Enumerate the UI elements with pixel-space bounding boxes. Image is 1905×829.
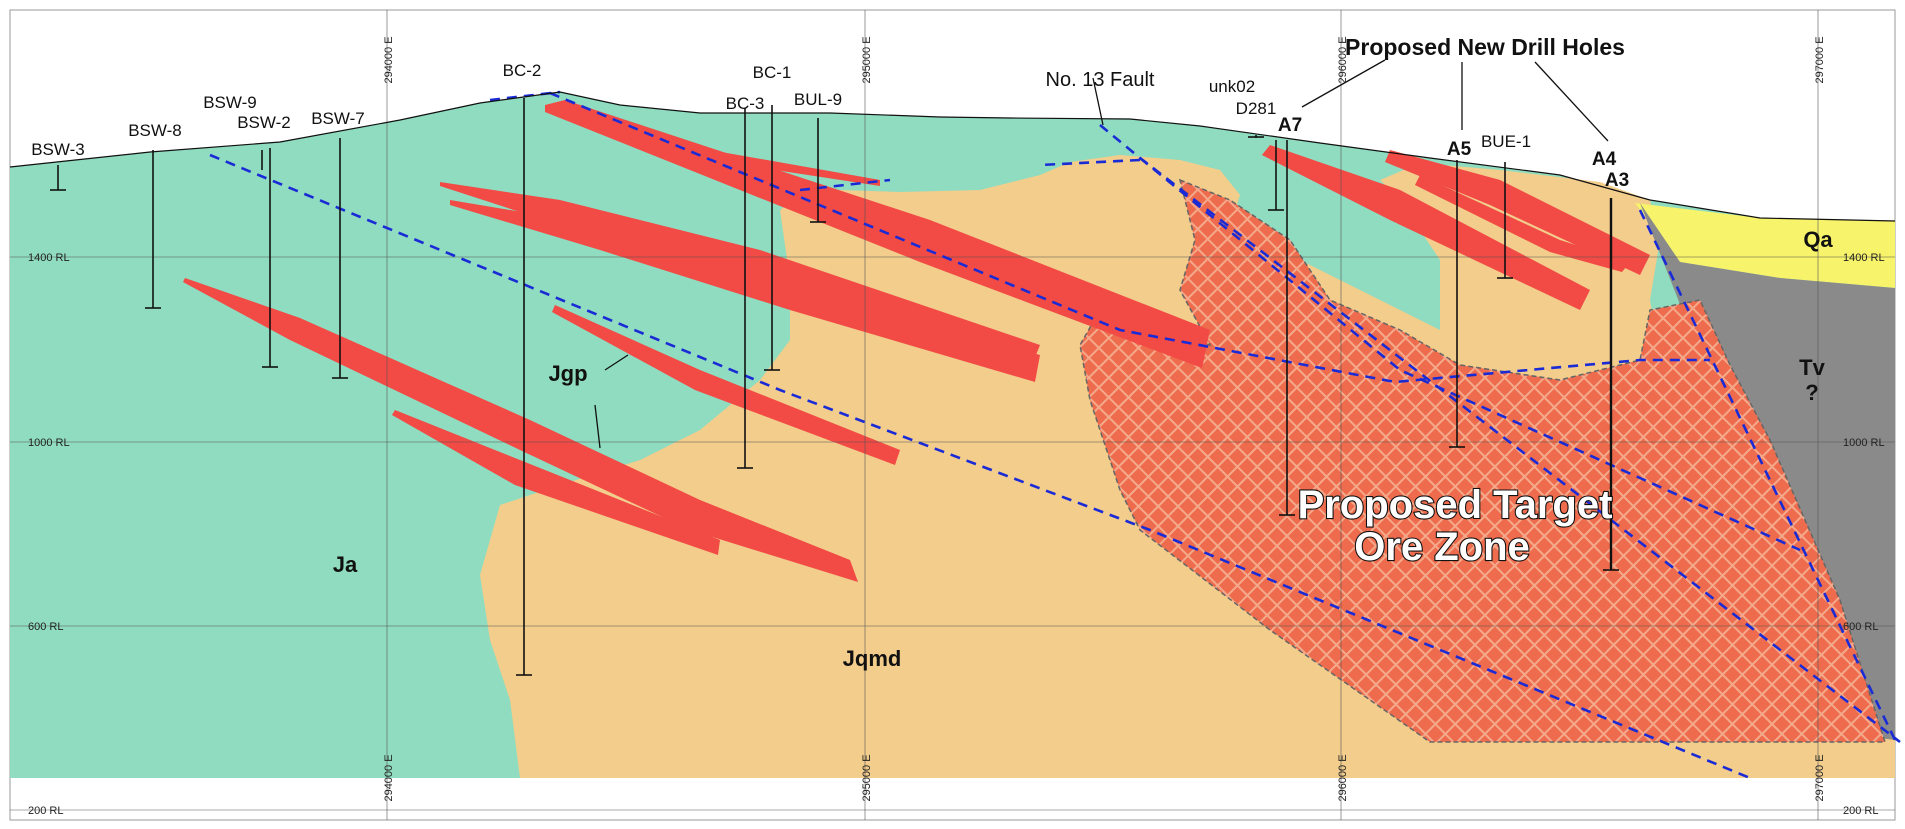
ore-vein-lower-a xyxy=(183,278,858,582)
elevation-label-600-left: 600 RL xyxy=(28,621,63,633)
elevation-label-1000-right: 1000 RL xyxy=(1843,437,1885,449)
hole-label-bul9: BUL-9 xyxy=(794,90,842,109)
easting-label-295000-bottom: 295000 E xyxy=(861,754,873,801)
elevation-label-200-right: 200 RL xyxy=(1843,805,1878,817)
ore-vein-upper-long xyxy=(545,100,1210,368)
fault-line-1 xyxy=(209,153,1751,780)
hole-label-bc3: BC-3 xyxy=(726,94,765,113)
elevation-label-1400-right: 1400 RL xyxy=(1843,252,1885,264)
easting-label-297000-bottom: 297000 E xyxy=(1814,754,1826,801)
unit-label-tv: Tv xyxy=(1799,355,1825,380)
ore-vein-jgp xyxy=(552,305,900,465)
easting-label-297000-top: 297000 E xyxy=(1814,36,1826,83)
ore-vein-a5-b xyxy=(1415,175,1630,272)
easting-label-294000-top: 294000 E xyxy=(383,36,395,83)
ore-vein-a7 xyxy=(1262,145,1590,310)
fault-line-4 xyxy=(1638,209,1897,741)
hole-label-d281: D281 xyxy=(1236,99,1277,118)
hole-label-unk02: unk02 xyxy=(1209,77,1255,96)
hole-label-bsw7: BSW-7 xyxy=(311,109,365,128)
fault-line-5 xyxy=(1099,123,1901,744)
elevation-label-1000-left: 1000 RL xyxy=(28,437,70,449)
proposed-new-drill-holes-title: Proposed New Drill Holes xyxy=(1345,34,1625,60)
topography-line xyxy=(9,91,1896,222)
easting-label-296000-bottom: 296000 E xyxy=(1337,754,1349,801)
elevation-gridlines xyxy=(10,256,1895,811)
easting-label-294000-bottom: 294000 E xyxy=(383,754,395,801)
ore-vein-bul9 xyxy=(710,150,880,186)
hole-label-a3: A3 xyxy=(1605,170,1629,191)
hole-label-bsw9: BSW-9 xyxy=(203,93,257,112)
unit-label-jgp: Jgp xyxy=(548,361,587,386)
elevation-label-200-left: 200 RL xyxy=(28,805,63,817)
callout-leaders xyxy=(594,59,1609,449)
qa-unit-area xyxy=(1635,203,1895,288)
ore-vein-a5-a xyxy=(1385,150,1650,275)
easting-labels-bottom: 294000 E 295000 E 296000 E 297000 E xyxy=(383,754,1826,801)
hole-label-a4: A4 xyxy=(1592,149,1617,170)
elevation-label-600-right: 600 RL xyxy=(1843,621,1878,633)
ore-vein-lower-b xyxy=(392,410,720,555)
unit-label-jqmd: Jqmd xyxy=(843,646,902,671)
drill-hole-traces xyxy=(50,98,1619,676)
fault-label: No. 13 Fault xyxy=(1046,69,1155,91)
easting-label-296000-top: 296000 E xyxy=(1337,36,1349,83)
unit-label-tv-query: ? xyxy=(1805,380,1818,405)
hole-label-bue1: BUE-1 xyxy=(1481,132,1531,151)
hole-label-bsw8: BSW-8 xyxy=(128,121,182,140)
easting-labels-top: 294000 E 295000 E 296000 E 297000 E xyxy=(383,36,1826,83)
hole-label-a5: A5 xyxy=(1447,139,1472,160)
hole-label-a7: A7 xyxy=(1278,115,1302,136)
target-zone-label-line1: Proposed Target xyxy=(1298,483,1613,527)
target-zone-label-line2: Ore Zone xyxy=(1354,525,1530,569)
drill-hole-labels: BSW-3 BSW-8 BSW-9 BSW-2 BSW-7 BC-2 BC-1 … xyxy=(31,61,1629,191)
hole-label-bc2: BC-2 xyxy=(503,61,542,80)
unit-label-qa: Qa xyxy=(1803,227,1833,252)
ore-vein-target-lens xyxy=(1205,300,1310,345)
elevation-labels-left: 1400 RL 1000 RL 600 RL 200 RL xyxy=(28,252,70,817)
elevation-label-1400-left: 1400 RL xyxy=(28,252,70,264)
fault-line-7 xyxy=(799,178,891,192)
fault-line-3 xyxy=(1139,156,1801,552)
elevation-labels-right: 1400 RL 1000 RL 600 RL 200 RL xyxy=(1843,252,1885,817)
unit-label-ja: Ja xyxy=(333,552,358,577)
easting-gridlines xyxy=(386,10,1819,820)
hole-label-bsw3: BSW-3 xyxy=(31,140,85,159)
easting-label-295000-top: 295000 E xyxy=(861,36,873,83)
ore-veins xyxy=(183,100,1650,582)
fault-line-2 xyxy=(549,91,1710,384)
hole-label-bsw2: BSW-2 xyxy=(237,113,291,132)
hole-label-bc1: BC-1 xyxy=(753,63,792,82)
